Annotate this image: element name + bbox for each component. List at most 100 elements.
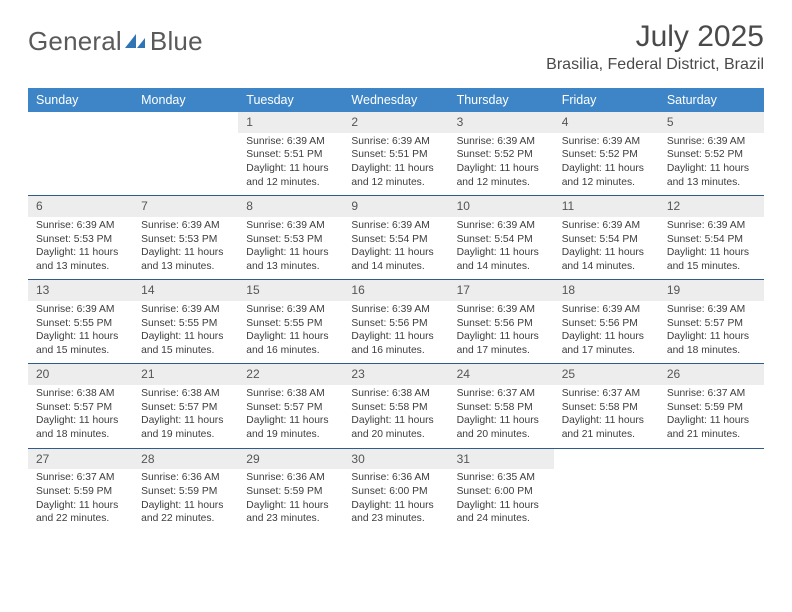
daylight-line: Daylight: 11 hours and 20 minutes. (457, 414, 546, 441)
day-number: 31 (449, 449, 554, 470)
day-details: Sunrise: 6:37 AMSunset: 5:59 PMDaylight:… (659, 385, 764, 447)
day-cell: 24Sunrise: 6:37 AMSunset: 5:58 PMDayligh… (449, 364, 554, 448)
day-number: 29 (238, 449, 343, 470)
day-number: 27 (28, 449, 133, 470)
sunset-line: Sunset: 5:54 PM (351, 233, 440, 247)
day-number: 6 (28, 196, 133, 217)
daylight-line: Daylight: 11 hours and 21 minutes. (562, 414, 651, 441)
daylight-line: Daylight: 11 hours and 15 minutes. (141, 330, 230, 357)
day-cell: 8Sunrise: 6:39 AMSunset: 5:53 PMDaylight… (238, 196, 343, 280)
daylight-line: Daylight: 11 hours and 12 minutes. (246, 162, 335, 189)
day-cell: 30Sunrise: 6:36 AMSunset: 6:00 PMDayligh… (343, 448, 448, 532)
day-cell: 18Sunrise: 6:39 AMSunset: 5:56 PMDayligh… (554, 280, 659, 364)
day-number: 28 (133, 449, 238, 470)
day-header-row: Sunday Monday Tuesday Wednesday Thursday… (28, 88, 764, 112)
sunset-line: Sunset: 5:57 PM (667, 317, 756, 331)
day-details: Sunrise: 6:39 AMSunset: 5:54 PMDaylight:… (659, 217, 764, 279)
day-number: 8 (238, 196, 343, 217)
sunrise-line: Sunrise: 6:36 AM (141, 471, 230, 485)
day-cell: 19Sunrise: 6:39 AMSunset: 5:57 PMDayligh… (659, 280, 764, 364)
daylight-line: Daylight: 11 hours and 24 minutes. (457, 499, 546, 526)
day-number: 11 (554, 196, 659, 217)
day-number: 26 (659, 364, 764, 385)
day-details: Sunrise: 6:36 AMSunset: 5:59 PMDaylight:… (238, 469, 343, 531)
sunset-line: Sunset: 5:55 PM (246, 317, 335, 331)
day-header: Sunday (28, 88, 133, 112)
day-details: Sunrise: 6:39 AMSunset: 5:55 PMDaylight:… (133, 301, 238, 363)
sunrise-line: Sunrise: 6:39 AM (351, 303, 440, 317)
day-number: 9 (343, 196, 448, 217)
day-cell: . (28, 112, 133, 196)
brand-logo: General Blue (28, 20, 203, 57)
day-cell: 14Sunrise: 6:39 AMSunset: 5:55 PMDayligh… (133, 280, 238, 364)
day-cell: 15Sunrise: 6:39 AMSunset: 5:55 PMDayligh… (238, 280, 343, 364)
daylight-line: Daylight: 11 hours and 22 minutes. (141, 499, 230, 526)
day-details: Sunrise: 6:39 AMSunset: 5:52 PMDaylight:… (659, 133, 764, 195)
sunset-line: Sunset: 5:57 PM (36, 401, 125, 415)
sunset-line: Sunset: 5:52 PM (562, 148, 651, 162)
sunrise-line: Sunrise: 6:39 AM (351, 135, 440, 149)
daylight-line: Daylight: 11 hours and 22 minutes. (36, 499, 125, 526)
sunrise-line: Sunrise: 6:39 AM (562, 135, 651, 149)
day-number: 24 (449, 364, 554, 385)
day-cell: 12Sunrise: 6:39 AMSunset: 5:54 PMDayligh… (659, 196, 764, 280)
day-header: Saturday (659, 88, 764, 112)
page: General Blue July 2025 Brasilia, Federal… (0, 0, 792, 612)
day-cell: 25Sunrise: 6:37 AMSunset: 5:58 PMDayligh… (554, 364, 659, 448)
daylight-line: Daylight: 11 hours and 16 minutes. (246, 330, 335, 357)
sunrise-line: Sunrise: 6:39 AM (667, 303, 756, 317)
daylight-line: Daylight: 11 hours and 12 minutes. (562, 162, 651, 189)
day-cell: 21Sunrise: 6:38 AMSunset: 5:57 PMDayligh… (133, 364, 238, 448)
sunset-line: Sunset: 5:59 PM (141, 485, 230, 499)
day-number: 20 (28, 364, 133, 385)
day-details: Sunrise: 6:39 AMSunset: 5:56 PMDaylight:… (554, 301, 659, 363)
sunset-line: Sunset: 5:55 PM (36, 317, 125, 331)
day-details: Sunrise: 6:39 AMSunset: 5:53 PMDaylight:… (28, 217, 133, 279)
day-header: Monday (133, 88, 238, 112)
week-row: 13Sunrise: 6:39 AMSunset: 5:55 PMDayligh… (28, 280, 764, 364)
day-header: Wednesday (343, 88, 448, 112)
day-cell: 4Sunrise: 6:39 AMSunset: 5:52 PMDaylight… (554, 112, 659, 196)
sunset-line: Sunset: 5:56 PM (351, 317, 440, 331)
day-cell: 31Sunrise: 6:35 AMSunset: 6:00 PMDayligh… (449, 448, 554, 532)
day-cell: 26Sunrise: 6:37 AMSunset: 5:59 PMDayligh… (659, 364, 764, 448)
sunset-line: Sunset: 6:00 PM (457, 485, 546, 499)
day-number: 13 (28, 280, 133, 301)
sunset-line: Sunset: 5:59 PM (667, 401, 756, 415)
day-details: Sunrise: 6:39 AMSunset: 5:52 PMDaylight:… (554, 133, 659, 195)
sunrise-line: Sunrise: 6:39 AM (246, 219, 335, 233)
sunset-line: Sunset: 5:53 PM (246, 233, 335, 247)
daylight-line: Daylight: 11 hours and 16 minutes. (351, 330, 440, 357)
day-cell: . (554, 448, 659, 532)
day-number: 15 (238, 280, 343, 301)
day-cell: 11Sunrise: 6:39 AMSunset: 5:54 PMDayligh… (554, 196, 659, 280)
week-row: 20Sunrise: 6:38 AMSunset: 5:57 PMDayligh… (28, 364, 764, 448)
day-cell: 17Sunrise: 6:39 AMSunset: 5:56 PMDayligh… (449, 280, 554, 364)
sunrise-line: Sunrise: 6:39 AM (562, 219, 651, 233)
sunrise-line: Sunrise: 6:38 AM (351, 387, 440, 401)
day-cell: 2Sunrise: 6:39 AMSunset: 5:51 PMDaylight… (343, 112, 448, 196)
day-cell: 22Sunrise: 6:38 AMSunset: 5:57 PMDayligh… (238, 364, 343, 448)
sunset-line: Sunset: 5:58 PM (351, 401, 440, 415)
brand-word1: General (28, 26, 122, 57)
sunset-line: Sunset: 5:54 PM (667, 233, 756, 247)
daylight-line: Daylight: 11 hours and 18 minutes. (36, 414, 125, 441)
sunset-line: Sunset: 5:51 PM (246, 148, 335, 162)
day-number: 1 (238, 112, 343, 133)
daylight-line: Daylight: 11 hours and 21 minutes. (667, 414, 756, 441)
day-details: Sunrise: 6:35 AMSunset: 6:00 PMDaylight:… (449, 469, 554, 531)
sunrise-line: Sunrise: 6:38 AM (36, 387, 125, 401)
day-cell: 1Sunrise: 6:39 AMSunset: 5:51 PMDaylight… (238, 112, 343, 196)
day-details: Sunrise: 6:39 AMSunset: 5:53 PMDaylight:… (238, 217, 343, 279)
calendar-table: Sunday Monday Tuesday Wednesday Thursday… (28, 88, 764, 532)
sunrise-line: Sunrise: 6:39 AM (667, 135, 756, 149)
sunset-line: Sunset: 5:56 PM (457, 317, 546, 331)
day-cell: 20 Sunrise: 6:38 AMSunset: 5:57 PMDayligh… (28, 364, 133, 448)
week-row: 6Sunrise: 6:39 AMSunset: 5:53 PMDaylight… (28, 196, 764, 280)
sunset-line: Sunset: 5:54 PM (562, 233, 651, 247)
sunrise-line: Sunrise: 6:36 AM (351, 471, 440, 485)
day-details: Sunrise: 6:39 AMSunset: 5:51 PMDaylight:… (238, 133, 343, 195)
day-cell: 28Sunrise: 6:36 AMSunset: 5:59 PMDayligh… (133, 448, 238, 532)
daylight-line: Daylight: 11 hours and 19 minutes. (141, 414, 230, 441)
day-details: Sunrise: 6:39 AMSunset: 5:53 PMDaylight:… (133, 217, 238, 279)
